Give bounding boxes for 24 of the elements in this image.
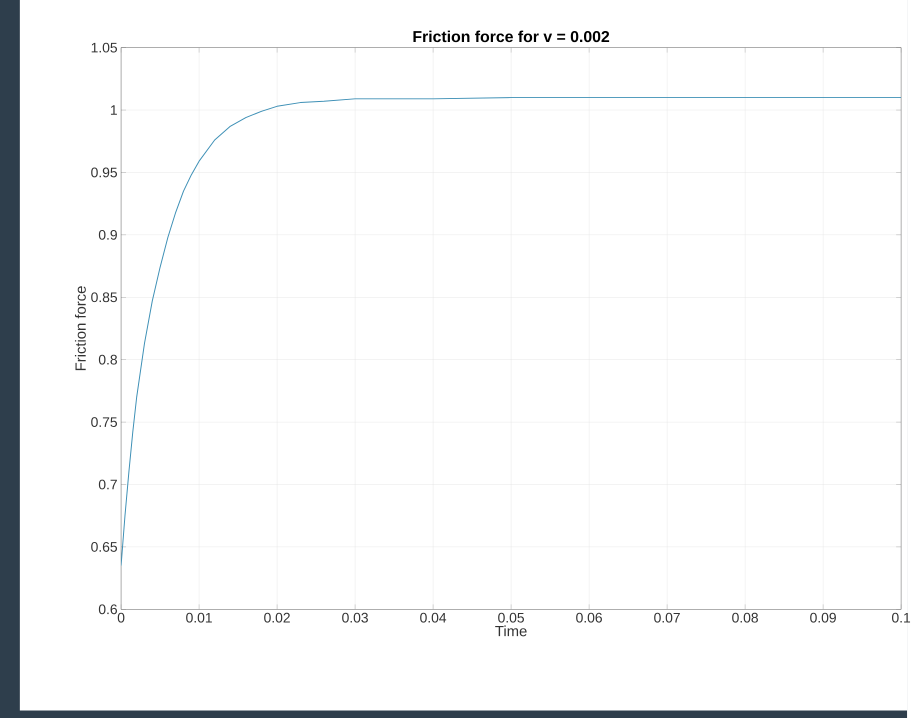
x-axis-title: Time (495, 625, 527, 636)
x-tick-label: 0.06 (576, 612, 602, 622)
x-tick-label: 0.01 (186, 612, 212, 622)
y-tick-label: 0.6 (98, 604, 117, 614)
x-tick-label: 0.07 (654, 612, 680, 622)
x-tick-label: 0 (118, 612, 124, 622)
x-tick-label: 0.05 (498, 612, 524, 622)
y-tick-label: 0.75 (91, 416, 117, 427)
y-tick-label: 0.85 (91, 292, 117, 302)
y-tick-label: 0.7 (98, 479, 117, 490)
x-tick-label: 0.02 (264, 612, 290, 622)
x-tick-label: 0.08 (732, 612, 758, 622)
chart-title: Friction force for v = 0.002 (413, 30, 610, 42)
y-tick-label: 0.65 (91, 542, 117, 552)
y-tick-label: 1.05 (92, 42, 117, 52)
x-tick-label: 0.03 (342, 612, 368, 622)
x-tick-label: 0.1 (892, 612, 910, 622)
x-tick-label: 0.09 (810, 612, 836, 622)
y-tick-label: 0.9 (98, 230, 117, 240)
y-axis-title: Friction force (74, 286, 86, 370)
x-tick-label: 0.04 (420, 612, 446, 622)
y-tick-label: 1 (110, 105, 117, 115)
y-tick-label: 0.8 (98, 354, 117, 364)
y-tick-label: 0.95 (91, 167, 117, 178)
